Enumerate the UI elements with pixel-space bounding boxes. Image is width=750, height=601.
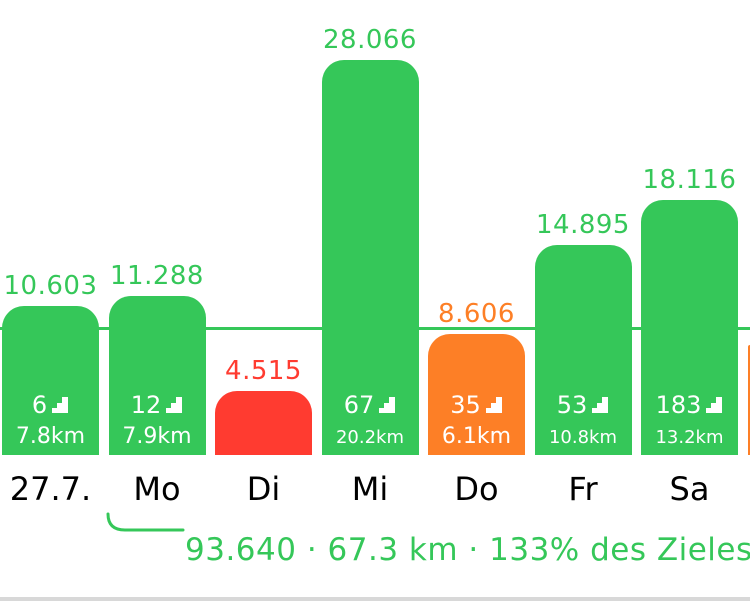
distance-label: 13.2km	[655, 427, 724, 448]
week-bracket-icon	[106, 512, 185, 532]
stairs-icon	[166, 397, 183, 413]
stairs-icon	[485, 397, 502, 413]
floors-label: 35	[428, 391, 525, 419]
day-label: Di	[246, 470, 281, 508]
floors-label: 12	[109, 391, 206, 419]
day-label: Sa	[669, 470, 710, 508]
floors-value: 12	[130, 391, 162, 419]
bar-value-label: 14.895	[536, 210, 630, 241]
distance-label: 7.8km	[15, 424, 86, 449]
day-label: Do	[454, 470, 499, 508]
stairs-icon	[52, 397, 69, 413]
floors-value: 35	[450, 391, 481, 419]
bar-value-label: 10.603	[3, 270, 98, 301]
stairs-icon	[379, 397, 396, 413]
floors-value: 183	[655, 391, 702, 419]
distance-label: 10.8km	[548, 427, 618, 448]
bar-partial[interactable]	[747, 345, 750, 455]
distance-label: 7.9km	[122, 424, 192, 449]
floors-value: 6	[31, 391, 48, 419]
bar-value-label: 18.116	[642, 165, 737, 196]
bar-1[interactable]	[108, 296, 206, 455]
bar-value-label: 11.288	[110, 261, 204, 292]
distance-label: 20.2km	[335, 427, 405, 448]
bar-5[interactable]	[534, 245, 632, 455]
bar-4[interactable]	[428, 333, 525, 455]
distance-label: 6.1km	[441, 424, 512, 449]
day-label: 27.7.	[9, 470, 92, 508]
floors-label: 183	[641, 391, 738, 419]
floors-value: 67	[343, 391, 375, 419]
stairs-icon	[706, 397, 723, 413]
bar-value-label: 4.515	[225, 356, 302, 387]
week-summary: 93.640 · 67.3 km · 133% des Zieles	[0, 520, 750, 590]
bar-2[interactable]	[215, 391, 312, 455]
day-label: Mi	[351, 470, 389, 508]
bar-value-label: 8.606	[438, 298, 515, 329]
week-summary-text: 93.640 · 67.3 km · 133% des Zieles	[185, 532, 750, 568]
floors-label: 53	[535, 391, 632, 419]
stairs-icon	[592, 397, 609, 413]
floors-label: 67	[322, 391, 419, 419]
bar-3[interactable]	[321, 60, 419, 455]
floors-label: 6	[2, 391, 99, 419]
day-label: Fr	[568, 470, 598, 508]
day-label: Mo	[133, 470, 181, 508]
floors-value: 53	[556, 391, 588, 419]
bar-0[interactable]	[2, 305, 99, 455]
bottom-divider	[0, 597, 750, 601]
bar-value-label: 28.066	[323, 25, 417, 55]
